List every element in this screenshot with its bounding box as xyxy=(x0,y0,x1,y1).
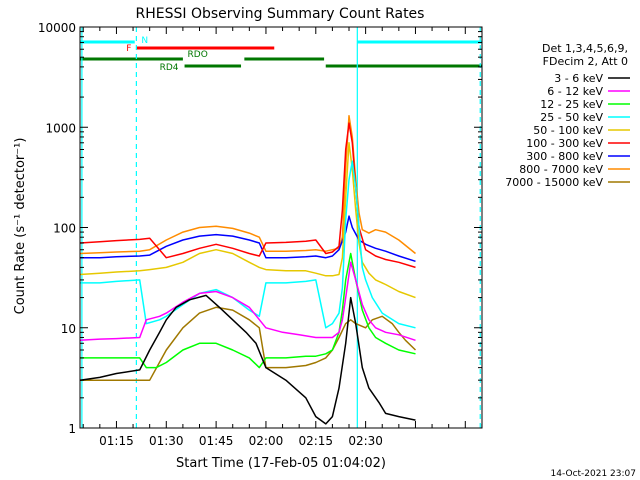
y-tick-label-1: 10 xyxy=(61,322,76,336)
legend: Det 1,3,4,5,6,9,FDecim 2, Att 0 3 - 6 keV… xyxy=(505,42,630,189)
x-tick-label-0: 01:15 xyxy=(99,434,134,448)
series-line-2 xyxy=(79,252,416,369)
y-tick-label-3: 1000 xyxy=(45,121,76,135)
series-line-7 xyxy=(79,115,416,255)
series-line-6 xyxy=(79,215,416,263)
legend-header-1: FDecim 2, Att 0 xyxy=(543,55,628,68)
legend-label-7: 800 - 7000 keV xyxy=(519,163,603,176)
attenuator-bars: NF RDO RD4 xyxy=(79,36,482,73)
bar-label-n: N xyxy=(141,36,148,46)
legend-label-3: 25 - 50 keV xyxy=(540,111,603,124)
y-axis: 1 10 100 1000 10000 xyxy=(38,21,482,436)
series-line-0 xyxy=(79,294,416,425)
y-tick-label-2: 100 xyxy=(53,222,76,236)
legend-label-6: 300 - 800 keV xyxy=(526,150,603,163)
x-axis: 01:15 01:30 01:45 02:00 02:15 02:30 xyxy=(82,27,483,448)
legend-header-0: Det 1,3,4,5,6,9, xyxy=(542,42,628,55)
y-axis-label: Count Rate (s⁻¹ detector⁻¹) xyxy=(13,138,28,315)
y-tick-label-0: 1 xyxy=(68,422,76,436)
series-line-1 xyxy=(79,261,416,342)
legend-label-4: 50 - 100 keV xyxy=(533,124,603,137)
series-lines xyxy=(79,115,417,425)
chart-title: RHESSI Observing Summary Count Rates xyxy=(136,6,425,22)
legend-label-0: 3 - 6 keV xyxy=(554,72,603,85)
bar-label-rdo: RDO xyxy=(188,50,208,60)
x-tick-label-2: 01:45 xyxy=(199,434,234,448)
legend-label-8: 7000 - 15000 keV xyxy=(505,176,603,189)
y-tick-label-4: 10000 xyxy=(38,21,76,35)
x-tick-label-1: 01:30 xyxy=(149,434,184,448)
bar-label-f: F xyxy=(126,44,131,54)
x-tick-label-5: 02:30 xyxy=(348,434,383,448)
x-tick-label-4: 02:15 xyxy=(298,434,333,448)
legend-label-5: 100 - 300 keV xyxy=(526,137,603,150)
series-line-5 xyxy=(79,122,416,269)
x-axis-label: Start Time (17-Feb-05 01:04:02) xyxy=(176,456,386,471)
series-line-3 xyxy=(79,160,416,329)
bar-label-rd4: RD4 xyxy=(160,63,179,73)
series-line-4 xyxy=(79,142,416,299)
legend-label-1: 6 - 12 keV xyxy=(547,85,603,98)
series-line-8 xyxy=(79,306,417,381)
x-tick-label-3: 02:00 xyxy=(249,434,284,448)
timestamp: 14-Oct-2021 23:07 xyxy=(551,469,636,479)
legend-label-2: 12 - 25 keV xyxy=(540,98,603,111)
